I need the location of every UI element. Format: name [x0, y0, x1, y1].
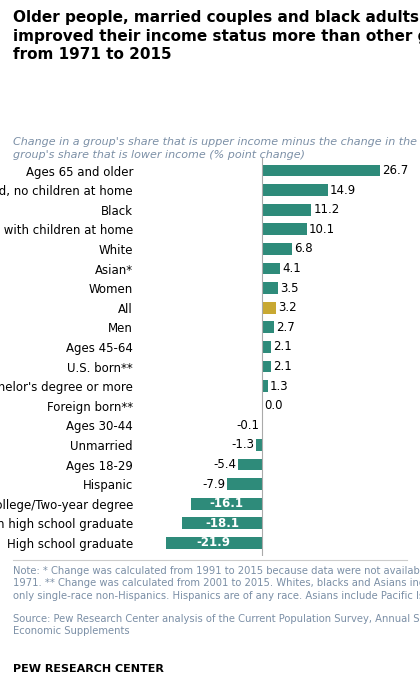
Text: 14.9: 14.9 [330, 184, 356, 197]
Text: -5.4: -5.4 [213, 458, 236, 471]
Bar [262, 185, 328, 196]
Bar [262, 302, 276, 314]
Text: -16.1: -16.1 [210, 497, 244, 510]
Text: 26.7: 26.7 [382, 164, 408, 177]
Text: 0.0: 0.0 [264, 399, 283, 412]
Bar [262, 361, 271, 372]
Text: -1.3: -1.3 [231, 438, 254, 451]
Text: 2.7: 2.7 [276, 321, 295, 334]
Text: 3.2: 3.2 [278, 301, 297, 314]
Bar [262, 282, 278, 294]
Text: 2.1: 2.1 [273, 360, 292, 373]
Bar [191, 498, 262, 510]
Text: Older people, married couples and black adults
improved their income status more: Older people, married couples and black … [13, 10, 420, 62]
Text: 2.1: 2.1 [273, 340, 292, 353]
Bar [262, 341, 271, 353]
Bar [238, 459, 262, 471]
Text: 4.1: 4.1 [282, 262, 301, 275]
Text: -7.9: -7.9 [202, 477, 225, 490]
Bar [262, 165, 380, 176]
Text: Change in a group's share that is upper income minus the change in the
group's s: Change in a group's share that is upper … [13, 137, 417, 160]
Text: 11.2: 11.2 [314, 203, 340, 216]
Text: PEW RESEARCH CENTER: PEW RESEARCH CENTER [13, 664, 163, 674]
Text: 3.5: 3.5 [280, 282, 298, 294]
Bar [182, 517, 262, 529]
Bar [262, 224, 307, 235]
Bar [256, 439, 262, 451]
Bar [262, 204, 312, 215]
Text: -0.1: -0.1 [236, 419, 260, 431]
Bar [262, 380, 268, 392]
Bar [262, 322, 274, 333]
Text: 6.8: 6.8 [294, 242, 313, 255]
Bar [227, 478, 262, 490]
Bar [262, 263, 280, 274]
Text: Note: * Change was calculated from 1991 to 2015 because data were not available : Note: * Change was calculated from 1991 … [13, 566, 420, 601]
Text: -21.9: -21.9 [197, 536, 231, 549]
Text: Source: Pew Research Center analysis of the Current Population Survey, Annual So: Source: Pew Research Center analysis of … [13, 614, 420, 637]
Text: 1.3: 1.3 [270, 379, 289, 392]
Bar [165, 537, 262, 549]
Text: -18.1: -18.1 [205, 517, 239, 530]
Text: 10.1: 10.1 [309, 223, 335, 236]
Bar [262, 243, 292, 255]
